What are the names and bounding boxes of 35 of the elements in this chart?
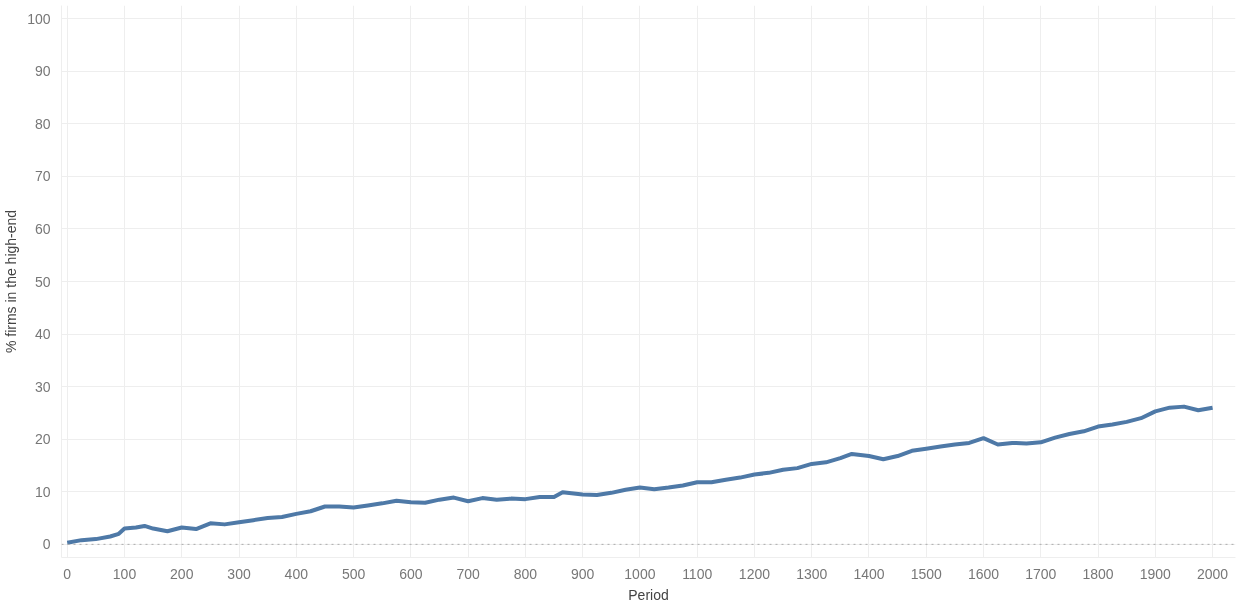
x-tick-label: 700 [456, 565, 480, 582]
y-tick-label: 10 [34, 483, 51, 500]
x-tick-label: 900 [570, 565, 595, 582]
x-axis-title: Period [628, 586, 669, 603]
x-tick-label: 800 [513, 565, 538, 582]
y-tick-label: 20 [34, 431, 51, 448]
x-tick-label: 1200 [738, 565, 771, 582]
x-tick-label: 1100 [682, 565, 713, 582]
y-tick-label: 30 [34, 378, 51, 395]
line-series [65, 404, 1215, 545]
x-tick-label: 300 [227, 565, 251, 582]
y-tick-label: 70 [34, 168, 51, 185]
y-tick-label: 80 [34, 115, 51, 132]
y-tick-label: 90 [34, 63, 51, 80]
x-tick-label: 400 [284, 565, 309, 582]
x-tick-label: 1700 [1025, 565, 1057, 582]
x-tick-label: 1300 [796, 565, 828, 582]
x-tick-label: 0 [63, 565, 72, 582]
x-tick-label: 2000 [1197, 565, 1229, 582]
y-axis-title: % firms in the high-end [3, 209, 20, 354]
x-tick-label: 200 [170, 565, 194, 582]
x-tick-label: 600 [399, 565, 423, 582]
x-tick-label: 1800 [1082, 565, 1114, 582]
x-tick-label: 1400 [853, 565, 885, 582]
x-tick-label: 1600 [967, 565, 1000, 582]
y-tick-label: 40 [34, 326, 51, 343]
x-tick-label: 100 [112, 565, 137, 582]
y-tick-label: 50 [34, 273, 51, 290]
x-tick-label: 1900 [1139, 565, 1172, 582]
x-tick-label: 1500 [910, 565, 943, 582]
y-tick-label: 100 [27, 10, 51, 27]
y-tick-label: 60 [34, 220, 51, 237]
x-tick-label: 1000 [624, 565, 656, 582]
x-tick-label: 500 [341, 565, 366, 582]
y-tick-label: 0 [42, 536, 51, 553]
